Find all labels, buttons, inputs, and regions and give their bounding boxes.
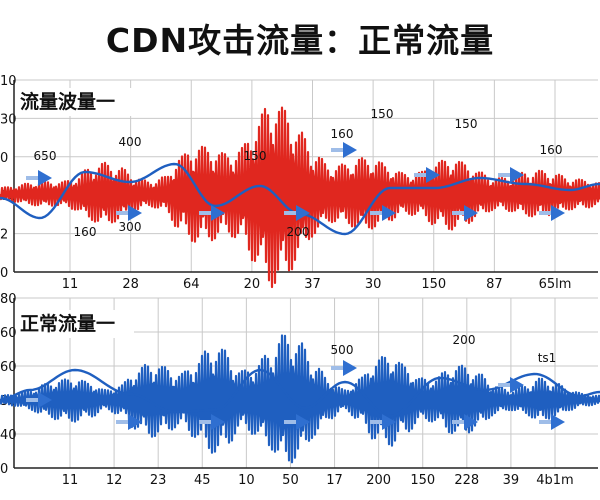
x-tick-label: 228 [454,473,479,488]
x-tick-label: 50 [282,473,299,488]
x-tick-label: 12 [106,473,123,488]
annotation-label: 150 [371,107,394,121]
panel-label-backing [16,88,134,116]
direction-arrow-icon [539,414,565,430]
x-tick-label: 64 [183,277,200,292]
annotation-label: 200 [287,225,310,239]
direction-arrow-icon [370,414,396,430]
direction-arrow-icon [498,377,524,393]
y-tick-label: 80 [0,292,17,307]
x-tick-label: 20 [244,277,261,292]
panel-label: 流量波量一 [20,90,115,113]
direction-arrow-icon [331,360,357,376]
y-tick-label: 0 [0,266,8,281]
direction-arrow-icon [26,170,52,186]
x-tick-label: 150 [421,277,446,292]
x-tick-label: 150 [410,473,435,488]
x-tick-label: 65lm [539,277,572,292]
direction-arrow-icon [414,167,440,183]
annotation-label: 300 [119,220,142,234]
attack-traffic-panel: 0 200 0 30 10 11 28 64 20 37 30 150 87 65lm 650 400 150 1… [0,74,600,292]
y-tick-label: 60 [0,326,17,341]
oscillation-series [0,334,600,464]
annotation-label: ts1 [538,351,557,365]
direction-arrow-icon [116,205,142,221]
annotation-label: 200 [453,333,476,347]
annotation-label: 150 [244,149,267,163]
x-tick-label: 10 [238,473,255,488]
direction-arrow-icon [539,205,565,221]
annotation-label: 500 [331,343,354,357]
direction-arrow-icon [284,414,310,430]
oscillation-series [0,106,600,289]
x-tick-label: 87 [486,277,503,292]
direction-arrow-icon [116,414,142,430]
annotation-label: 400 [119,135,142,149]
annotation-label: 160 [540,143,563,157]
direction-arrow-icon [331,142,357,158]
y-tick-label: 40 [0,428,17,443]
panel-label-backing [16,310,134,338]
x-tick-label: 4b1m [536,473,573,488]
x-tick-label: 17 [326,473,343,488]
x-tick-label: 30 [365,277,382,292]
annotation-label: 150 [455,117,478,131]
y-tick-label: 30 [0,112,17,127]
direction-arrow-icon [26,392,52,408]
direction-arrow-icon [452,205,478,221]
x-tick-label: 11 [62,473,79,488]
x-tick-label: 45 [194,473,211,488]
direction-arrow-icon [284,205,310,221]
direction-arrow-icon [498,167,524,183]
x-tick-label: 39 [503,473,520,488]
y-tick-label: 0 [0,462,8,477]
x-tick-label: 200 [366,473,391,488]
x-tick-label: 37 [304,277,321,292]
x-tick-label: 28 [122,277,139,292]
direction-arrow-icon [199,205,225,221]
x-tick-label: 23 [150,473,167,488]
direction-arrow-icon [199,414,225,430]
y-tick-label: 2 [0,228,8,243]
panel-label: 正常流量一 [20,312,115,335]
y-tick-label: 0 [0,151,8,166]
direction-arrow-icon [370,205,396,221]
y-tick-label: 10 [0,74,17,89]
chart-title: CDN攻击流量：正常流量 [105,21,495,60]
y-tick-label: 60 [0,360,17,375]
direction-arrow-icon [452,414,478,430]
x-tick-label: 11 [62,277,79,292]
annotation-label: 160 [74,225,97,239]
annotation-label: 160 [331,127,354,141]
annotation-label: 650 [34,149,57,163]
